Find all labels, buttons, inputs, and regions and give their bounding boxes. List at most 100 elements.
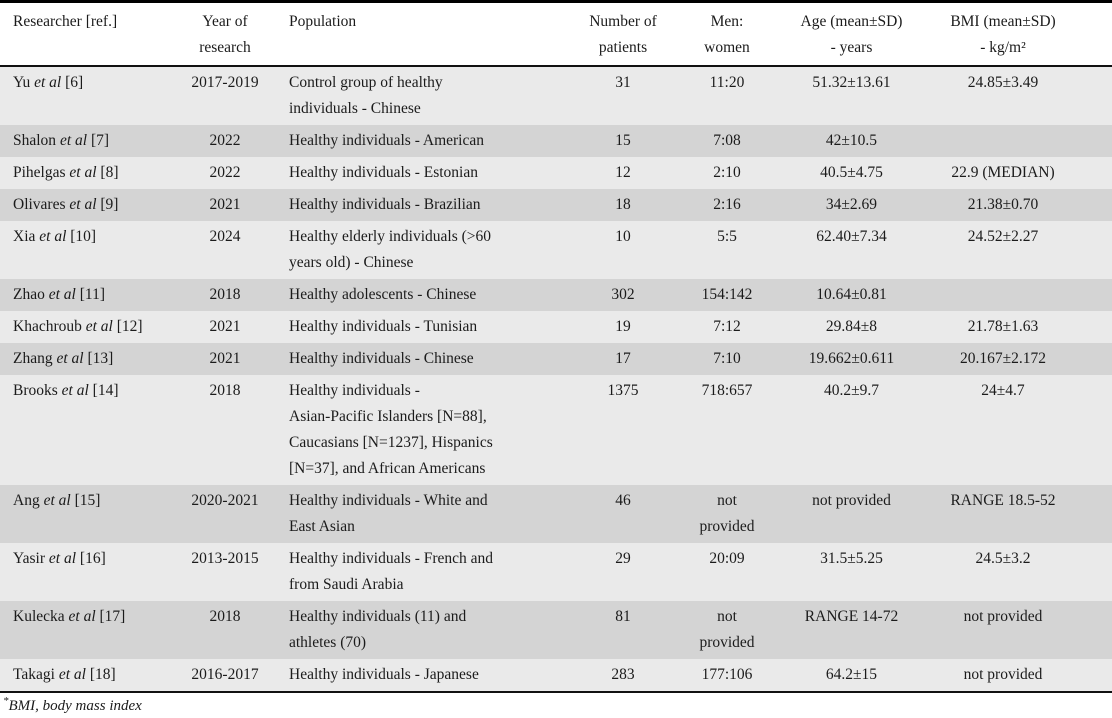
cell-year: 2021 [209, 318, 241, 335]
cell-patients: 12 [615, 164, 631, 181]
table-row: Kulecka et al [17] 2018 Healthy individual… [0, 601, 1112, 659]
researcher-ref: [10] [70, 228, 97, 245]
cell-year: 2021 [209, 196, 241, 213]
researcher-etal: et al [39, 228, 67, 245]
cell-men-women: 2:10 [713, 164, 741, 181]
cell-researcher: Shalon et al [7] [0, 125, 170, 157]
cell-men-women: 20:09 [709, 550, 745, 567]
researcher-ref: [13] [87, 350, 114, 367]
cell-year: 2022 [209, 132, 241, 149]
researcher-name: Pihelgas [13, 164, 66, 181]
header-age: Age (mean±SD) - years [768, 1, 935, 67]
cell-researcher: Zhao et al [11] [0, 279, 170, 311]
cell-year: 2018 [209, 608, 241, 625]
researcher-name: Xia [13, 228, 36, 245]
table-row: Shalon et al [7] 2022 Healthy individuals … [0, 125, 1112, 157]
researcher-etal: et al [68, 608, 96, 625]
researcher-name: Yasir [13, 550, 46, 567]
cell-patients: 17 [615, 350, 631, 367]
cell-patients: 15 [615, 132, 631, 149]
cell-researcher: Yasir et al [16] [0, 543, 170, 601]
cell-men-women: 11:20 [709, 74, 745, 91]
researcher-etal: et al [43, 492, 71, 509]
studies-table: Researcher [ref.] Year of research Popul… [0, 0, 1112, 693]
cell-population: Control group of healthy individuals - C… [289, 74, 443, 117]
researcher-ref: [18] [89, 666, 116, 683]
cell-researcher: Xia et al [10] [0, 221, 170, 279]
researcher-name: Zhang [13, 350, 53, 367]
cell-men-women: 177:106 [701, 666, 753, 683]
researcher-ref: [6] [65, 74, 84, 91]
researcher-name: Takagi [13, 666, 55, 683]
cell-age: not provided [812, 492, 891, 509]
table-row: Xia et al [10] 2024 Healthy elderly indivi… [0, 221, 1112, 279]
cell-age: 64.2±15 [825, 666, 878, 683]
table-row: Zhao et al [11] 2018 Healthy adolescents -… [0, 279, 1112, 311]
researcher-etal: et al [69, 164, 97, 181]
cell-year: 2021 [209, 350, 241, 367]
researcher-ref: [14] [92, 382, 119, 399]
cell-year: 2024 [209, 228, 241, 245]
cell-population: Healthy individuals (11) and athletes (7… [289, 608, 467, 651]
cell-age: 40.5±4.75 [820, 164, 883, 181]
cell-patients: 302 [611, 286, 635, 303]
researcher-etal: et al [34, 74, 62, 91]
cell-age: 10.64±0.81 [816, 286, 887, 303]
researcher-etal: et al [61, 382, 89, 399]
table-row: Brooks et al [14] 2018 Healthy individuals… [0, 375, 1112, 485]
cell-age: 51.32±13.61 [812, 74, 891, 91]
researcher-ref: [7] [90, 132, 110, 149]
cell-population: Healthy individuals - Tunisian [289, 318, 478, 335]
cell-year: 2022 [209, 164, 241, 181]
researcher-etal: et al [85, 318, 113, 335]
cell-age: 19.662±0.611 [808, 350, 895, 367]
cell-researcher: Ang et al [15] [0, 485, 170, 543]
cell-researcher: Olivares et al [9] [0, 189, 170, 221]
cell-age: 42±10.5 [825, 132, 878, 149]
cell-men-women: 2:16 [713, 196, 741, 213]
cell-population: Healthy individuals - Brazilian [289, 196, 481, 213]
cell-researcher: Khachroub et al [12] [0, 311, 170, 343]
researcher-name: Kulecka [13, 608, 65, 625]
cell-bmi [935, 125, 1112, 157]
table-row: Takagi et al [18] 2016-2017 Healthy indivi… [0, 659, 1112, 692]
cell-population: Healthy adolescents - Chinese [289, 286, 477, 303]
cell-researcher: Kulecka et al [17] [0, 601, 170, 659]
cell-men-women: 5:5 [717, 228, 737, 245]
cell-population: Healthy individuals - Japanese [289, 666, 479, 683]
cell-patients: 283 [611, 666, 635, 683]
researcher-etal: et al [58, 666, 86, 683]
cell-bmi: 24.52±2.27 [967, 228, 1039, 245]
cell-researcher: Takagi et al [18] [0, 659, 170, 692]
cell-patients: 31 [615, 74, 631, 91]
cell-men-women: 7:12 [713, 318, 741, 335]
researcher-name: Olivares [13, 196, 66, 213]
researcher-name: Brooks [13, 382, 58, 399]
table-row: Yu et al [6] 2017-2019 Control group of he… [0, 66, 1112, 125]
cell-bmi: not provided [963, 608, 1043, 625]
cell-year: 2018 [209, 286, 241, 303]
researcher-etal: et al [48, 550, 77, 567]
cell-patients: 1375 [607, 382, 639, 399]
researcher-etal: et al [69, 196, 97, 213]
cell-researcher: Yu et al [6] [0, 66, 170, 125]
researcher-ref: [17] [99, 608, 126, 625]
researcher-name: Khachroub [13, 318, 82, 335]
header-men-women: Men: women [686, 1, 768, 67]
researcher-name: Zhao [13, 286, 45, 303]
cell-year: 2013-2015 [191, 550, 259, 567]
cell-bmi: not provided [963, 666, 1043, 683]
researcher-ref: [16] [79, 550, 106, 567]
cell-bmi: 24±4.7 [981, 382, 1025, 399]
researcher-name: Ang [13, 492, 40, 509]
researcher-etal: et al [48, 286, 76, 303]
researcher-name: Yu [13, 74, 31, 91]
footnote-text: BMI, body mass index [8, 698, 142, 714]
header-year: Year of research [170, 1, 280, 67]
cell-bmi: RANGE 18.5-52 [950, 492, 1056, 509]
cell-men-women: 7:10 [713, 350, 741, 367]
cell-year: 2020-2021 [191, 492, 259, 509]
cell-age: 62.40±7.34 [816, 228, 887, 245]
cell-bmi: 24.5±3.2 [975, 550, 1031, 567]
